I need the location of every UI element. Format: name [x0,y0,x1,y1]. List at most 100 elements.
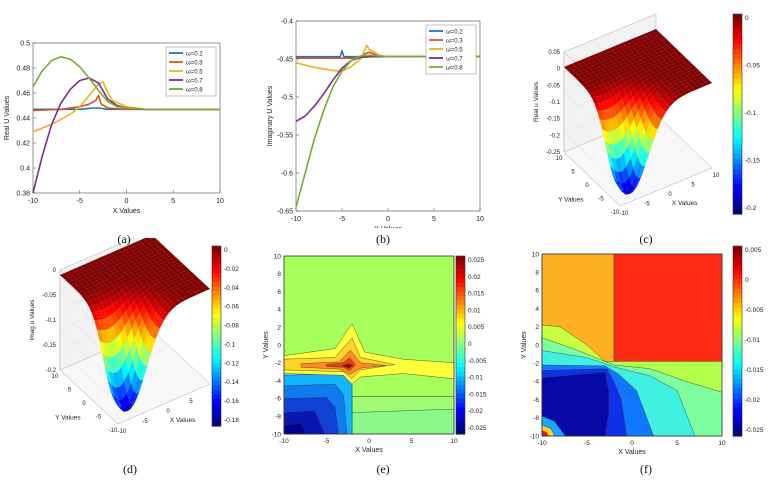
legend-entry: ω=0.2 [186,51,203,57]
legend-entry: ω=0.5 [186,69,203,75]
colorbar-tick: 0 [745,15,749,22]
caption-e: (e) [376,462,390,476]
y-tick-label: 5 [571,170,575,176]
y-tick-label: -2 [275,360,281,367]
y-tick-label: -0.45 [277,57,293,64]
colorbar-tick: -0.12 [224,360,239,367]
colorbar: 0.025 0.02 0.015 0.01 0.005 0 -0.005 -0.01 -0.01… [455,255,487,435]
x-axis-label: X Values [355,447,383,454]
legend-entry: ω=0.5 [446,47,463,53]
y-tick-label: -2 [533,361,539,368]
x-tick-label: -5 [142,419,148,425]
x-tick-label: 0 [386,216,390,223]
colorbar-tick: 0.005 [468,324,485,331]
legend-entry: ω=0.3 [186,60,203,66]
colorbar: 0.005 0 -0.005 -0.01 -0.015 -0.02 -0.025 [732,245,764,437]
x-tick-label: 5 [171,198,175,205]
colorbar: 0 -0.02 -0.04 -0.06 -0.08 -0.1 -0.12 -0.14 -0.16… [211,245,239,427]
z-tick-label: -0.15 [546,117,560,123]
y-tick-label: -8 [275,414,281,421]
colorbar-tick: -0.1 [224,341,236,348]
caption-c: (c) [639,232,653,246]
series-line [32,56,220,111]
y-tick-label: 8 [277,271,281,278]
y-tick-label: 0.5 [20,41,30,48]
colorbar-tick: -0.04 [224,285,239,292]
legend: ω=0.2 ω=0.3 ω=0.5 ω=0.7 ω=0.8 [425,24,477,75]
x-tick-label: -5 [584,440,590,447]
colorbar-tick: -0.015 [745,367,764,374]
colorbar-tick: -0.05 [745,63,760,70]
x-tick-label: 5 [675,440,679,447]
x-tick-label: -5 [339,216,345,223]
legend-entry: ω=0.3 [446,38,463,44]
y-axis-label: Y Values [521,331,528,359]
colorbar-tick: -0.15 [745,158,760,165]
y-tick-label: 0 [535,342,539,349]
legend-entry: ω=0.7 [446,56,463,62]
plot-frame [283,255,455,435]
y-tick-label: 0.48 [16,66,30,73]
x-tick-label: -10 [537,440,547,447]
colorbar-tick: 0 [468,341,472,348]
plot-frame [541,253,723,437]
y-tick-label: -6 [275,396,281,403]
line-chart-a: -10 -5 0 5 10 0.38 0.4 0.42 0.44 0.46 0.48 0.5 X Val… [4,41,224,216]
colorbar-tick: 0.02 [468,274,481,281]
y-tick-label: -0.55 [277,133,293,140]
colorbar-tick: -0.005 [468,358,487,365]
colorbar-tick: -0.08 [224,323,239,330]
colorbar-tick: 0.005 [745,247,762,254]
surface [563,28,713,195]
colorbar-tick: -0.14 [224,379,239,386]
colorbar: 0 -0.05 -0.1 -0.15 -0.2 [732,13,760,215]
x-tick-label: -5 [324,438,330,445]
y-tick-label: -8 [533,415,539,422]
z-tick-label: 0 [557,67,561,73]
x-tick-label: 0 [166,409,170,415]
x-tick-label: 10 [718,440,726,447]
x-axis-label: X Values [672,200,698,207]
legend-entry: ω=0.2 [446,29,463,35]
y-tick-label: 0.46 [16,91,30,98]
contour-band [341,363,354,369]
y-tick-label: 10 [52,374,59,380]
caption-d: (d) [123,462,137,476]
y-tick-label: 2 [277,325,281,332]
z-tick-label: -0.1 [46,318,57,324]
colorbar-tick: -0.015 [468,391,487,398]
y-tick-label: -10 [530,433,540,440]
y-tick-label: 4 [277,307,281,314]
y-tick-label: 4 [535,306,539,313]
contour-band [283,337,395,380]
x-tick-label: 5 [432,216,436,223]
y-tick-label: 10 [556,156,563,162]
y-tick-label: -4 [275,378,281,385]
y-tick-label: -0.6 [281,171,293,178]
contour-band [613,253,723,362]
caption-a: (a) [117,232,131,246]
legend-entry: ω=0.8 [186,87,203,93]
colorbar-tick: -0.2 [745,205,757,212]
x-tick-label: 5 [691,183,695,189]
contour-fill [541,253,723,437]
y-tick-label: -10 [272,431,282,438]
x-tick-label: -10 [279,438,289,445]
x-tick-label: 0 [630,440,634,447]
y-tick-label: -10 [611,210,620,216]
x-tick-label: 10 [450,438,458,445]
colorbar-tick: -0.005 [745,307,764,314]
x-tick-label: 5 [189,399,193,405]
colorbar-tick: -0.1 [745,110,757,117]
caption-f: (f) [640,462,652,476]
y-tick-label: -10 [109,428,118,434]
legend: ω=0.2 ω=0.3 ω=0.5 ω=0.7 ω=0.8 [165,46,217,97]
z-tick-label: -0.2 [46,368,57,374]
y-tick-label: 2 [535,324,539,331]
y-tick-label: -5 [598,197,604,203]
y-tick-label: 0 [82,401,86,407]
y-axis-label: Imaginary U Values [267,85,274,146]
y-tick-label: 6 [277,289,281,296]
colorbar-tick: -0.06 [224,304,239,311]
x-tick-label: 0 [125,198,129,205]
